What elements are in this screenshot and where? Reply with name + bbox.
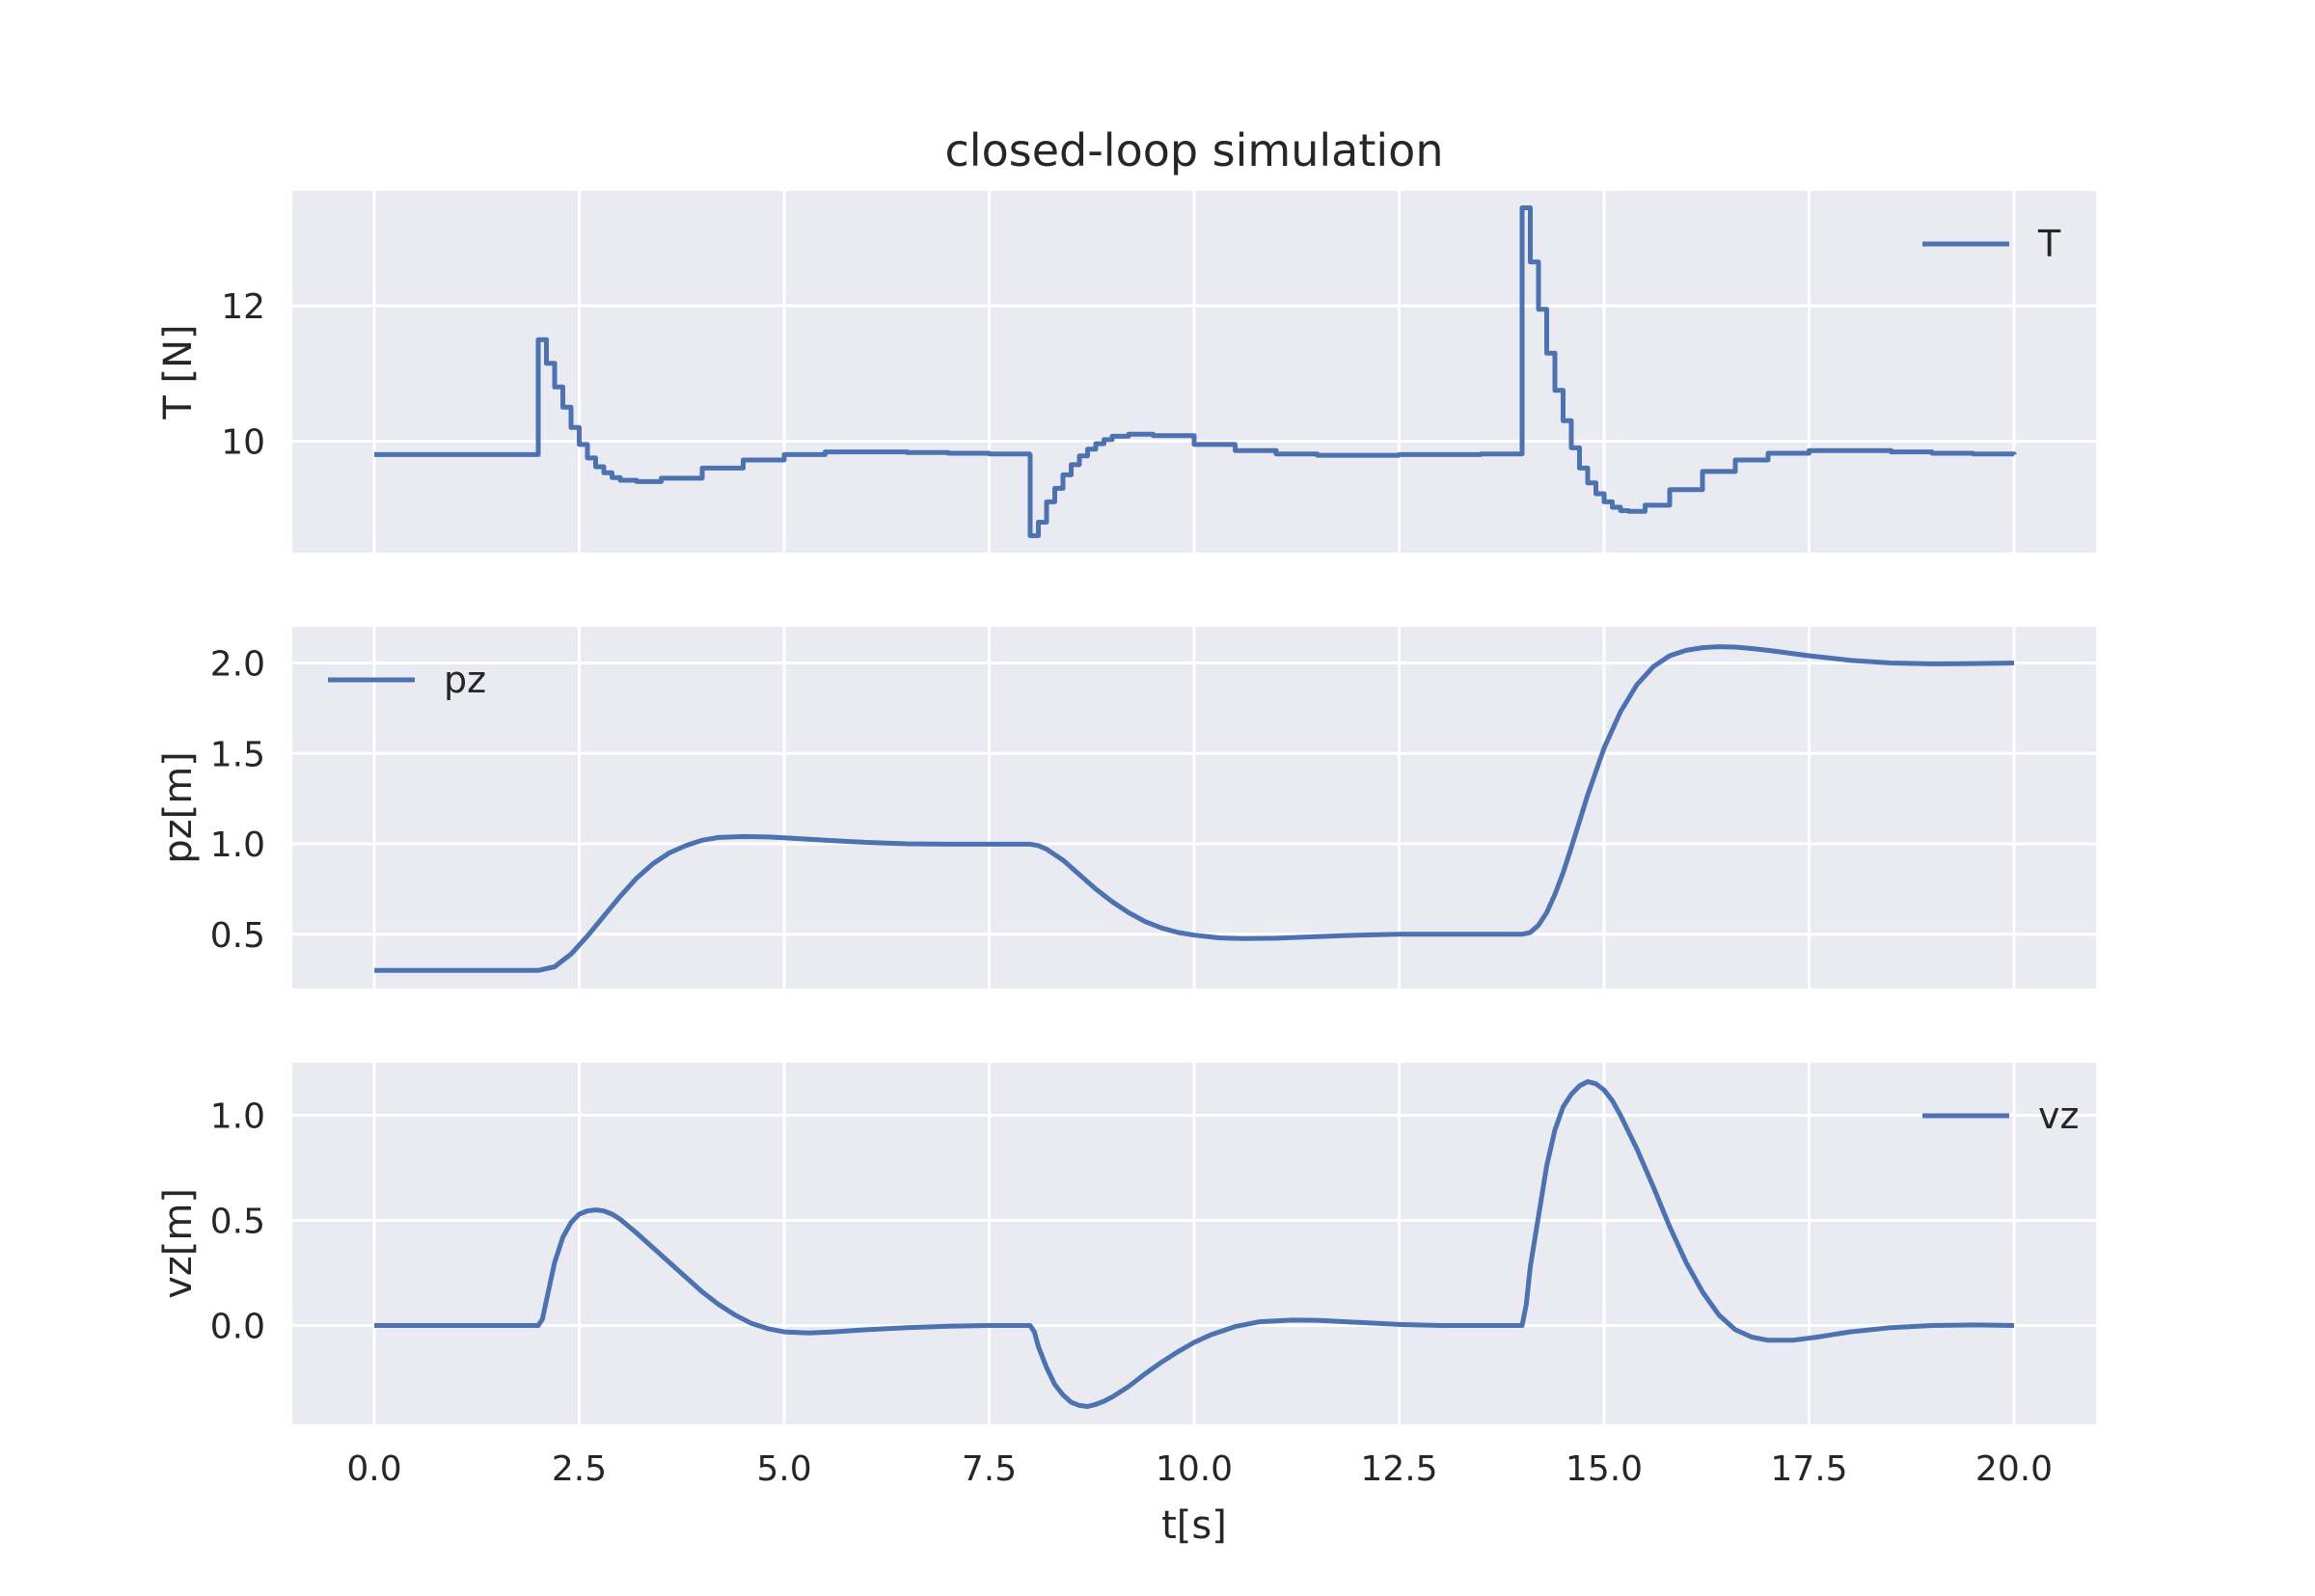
y-tick-label: 12 [221,287,265,327]
x-tick-label: 17.5 [1770,1449,1847,1489]
x-tick-label: 0.0 [346,1449,401,1489]
y-tick-label: 1.0 [210,825,265,865]
chart-title: closed-loop simulation [945,124,1444,176]
panel-3: 0.0 0.5 1.0 vz[m] vz 0.0 2.5 5.0 7.5 10.0 12.5 15.0… [156,1063,2096,1489]
y-tick-label: 1.0 [210,1097,265,1137]
y-tick-label: 0.5 [210,1203,265,1242]
y-axis-label: pz[m] [156,751,201,864]
y-axis-label: vz[m] [156,1188,201,1299]
y-tick-label: 10 [221,422,265,462]
legend-label: T [2037,223,2061,265]
y-tick-label: 0.0 [210,1308,265,1347]
x-tick-label: 10.0 [1156,1449,1233,1489]
series-line-vz [374,1079,2015,1409]
x-axis-label: t[s] [1161,1503,1227,1548]
panels-layer: 10 12 T [N] T 0.5 1.0 1.5 2.0 pz[m] pz 0.0 0.5 1.0 vz… [156,191,2096,1489]
x-tick-label: 15.0 [1566,1449,1643,1489]
series-line-T [374,205,2017,538]
y-tick-label: 2.0 [210,645,265,685]
x-tick-label: 7.5 [962,1449,1017,1489]
x-tick-label: 12.5 [1360,1449,1437,1489]
legend-label: pz [444,659,486,701]
y-axis-label: T [N] [156,324,201,419]
y-tick-label: 0.5 [210,916,265,956]
x-tick-label: 20.0 [1975,1449,2053,1489]
x-tick-label: 5.0 [756,1449,811,1489]
panel-1: 10 12 T [N] T [156,191,2096,553]
y-tick-label: 1.5 [210,735,265,774]
panel-2: 0.5 1.0 1.5 2.0 pz[m] pz [156,627,2096,988]
x-tick-label: 2.5 [552,1449,607,1489]
series-line-pz [374,644,2015,973]
legend-label: vz [2038,1095,2079,1137]
